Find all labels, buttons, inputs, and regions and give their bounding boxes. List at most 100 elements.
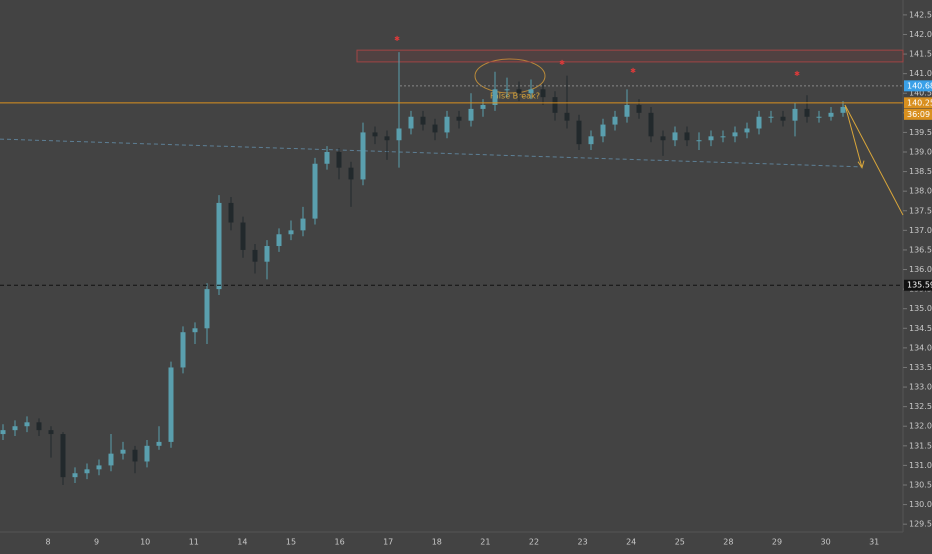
candle-body — [192, 328, 198, 333]
x-tick-label: 21 — [480, 538, 490, 547]
candle-body — [204, 289, 210, 329]
y-tick-label: 134.000 — [909, 343, 932, 352]
candle-body — [108, 453, 114, 466]
candle-body — [288, 230, 294, 235]
y-tick-label: 134.500 — [909, 324, 932, 333]
y-tick-label: 131.000 — [909, 461, 932, 470]
x-tick-label: 18 — [432, 538, 442, 547]
candle-body — [84, 469, 90, 474]
candle-body — [840, 106, 846, 113]
peak-marker: ✱ — [559, 59, 565, 67]
candle-body — [168, 367, 174, 442]
y-tick-label: 137.500 — [909, 206, 932, 215]
candle-body — [444, 116, 450, 133]
annotation-ellipse — [474, 58, 546, 94]
y-tick-label: 132.000 — [909, 422, 932, 431]
peak-marker: ✱ — [630, 67, 636, 75]
x-tick-label: 29 — [772, 538, 782, 547]
x-tick-label: 30 — [821, 538, 831, 547]
x-tick-label: 11 — [189, 538, 199, 547]
candle-body — [708, 136, 714, 141]
candle-body — [12, 426, 18, 431]
candle-body — [492, 89, 498, 105]
y-tick-label: 142.500 — [909, 10, 932, 19]
candle-body — [516, 89, 522, 94]
candle-body — [408, 116, 414, 129]
candle-body — [144, 445, 150, 462]
price-label: 135.599 — [907, 281, 932, 290]
candle-body — [780, 116, 786, 121]
candle-body — [696, 140, 702, 142]
y-tick-label: 142.000 — [909, 30, 932, 39]
candle-body — [816, 116, 822, 118]
candle-body — [576, 120, 582, 145]
candle-body — [432, 124, 438, 133]
candle-body — [504, 89, 510, 91]
x-tick-label: 16 — [335, 538, 345, 547]
candle-body — [336, 152, 342, 168]
candle-body — [552, 97, 558, 113]
price-label: 140.255 — [907, 98, 932, 107]
candle-body — [636, 104, 642, 113]
projection-line — [844, 104, 904, 216]
candle-body — [276, 234, 282, 247]
candle-body — [420, 116, 426, 125]
x-tick-label: 28 — [723, 538, 733, 547]
x-tick-label: 15 — [286, 538, 296, 547]
candle-body — [396, 128, 402, 141]
candle-body — [216, 202, 222, 290]
candle-body — [624, 104, 630, 117]
candle-body — [348, 167, 354, 180]
y-tick-label: 130.500 — [909, 480, 932, 489]
candle-body — [0, 430, 6, 435]
candle-body — [828, 112, 834, 117]
candle-body — [660, 136, 666, 141]
candle-body — [600, 124, 606, 137]
candle-body — [648, 112, 654, 137]
x-tick-label: 8 — [45, 538, 50, 547]
y-tick-label: 139.000 — [909, 148, 932, 157]
price-label: 140.689 — [907, 81, 932, 90]
candle-body — [564, 112, 570, 121]
candle-body — [300, 218, 306, 231]
candle-body — [252, 249, 258, 262]
trendline — [0, 138, 863, 168]
candle-body — [684, 132, 690, 141]
candle-body — [384, 136, 390, 141]
y-tick-label: 133.500 — [909, 363, 932, 372]
y-tick-label: 140.500 — [909, 89, 932, 98]
candle-body — [48, 430, 54, 435]
candle-body — [732, 132, 738, 137]
y-tick-label: 137.000 — [909, 226, 932, 235]
candle-body — [528, 89, 534, 94]
y-tick-label: 138.500 — [909, 167, 932, 176]
candle-body — [156, 441, 162, 446]
y-tick-label: 141.000 — [909, 69, 932, 78]
candle-body — [540, 89, 546, 98]
candle-body — [456, 116, 462, 121]
candle-body — [120, 449, 126, 454]
y-tick-label: 129.500 — [909, 520, 932, 529]
peak-marker: ✱ — [394, 35, 400, 43]
x-tick-label: 31 — [869, 538, 879, 547]
candle-body — [744, 128, 750, 133]
candle-body — [360, 132, 366, 180]
y-tick-label: 135.000 — [909, 304, 932, 313]
x-tick-label: 24 — [626, 538, 636, 547]
price-label-box — [904, 279, 932, 291]
annotation: False Break? — [490, 92, 540, 101]
y-tick-label: 133.000 — [909, 383, 932, 392]
candle-body — [372, 132, 378, 137]
price-label-box — [904, 80, 932, 92]
y-tick-label: 136.500 — [909, 245, 932, 254]
y-tick-label: 131.500 — [909, 441, 932, 450]
candle-body — [468, 108, 474, 121]
candle-body — [240, 222, 246, 250]
candle-body — [588, 136, 594, 145]
candle-body — [756, 116, 762, 129]
candle-body — [132, 449, 138, 462]
x-tick-label: 10 — [140, 538, 150, 547]
